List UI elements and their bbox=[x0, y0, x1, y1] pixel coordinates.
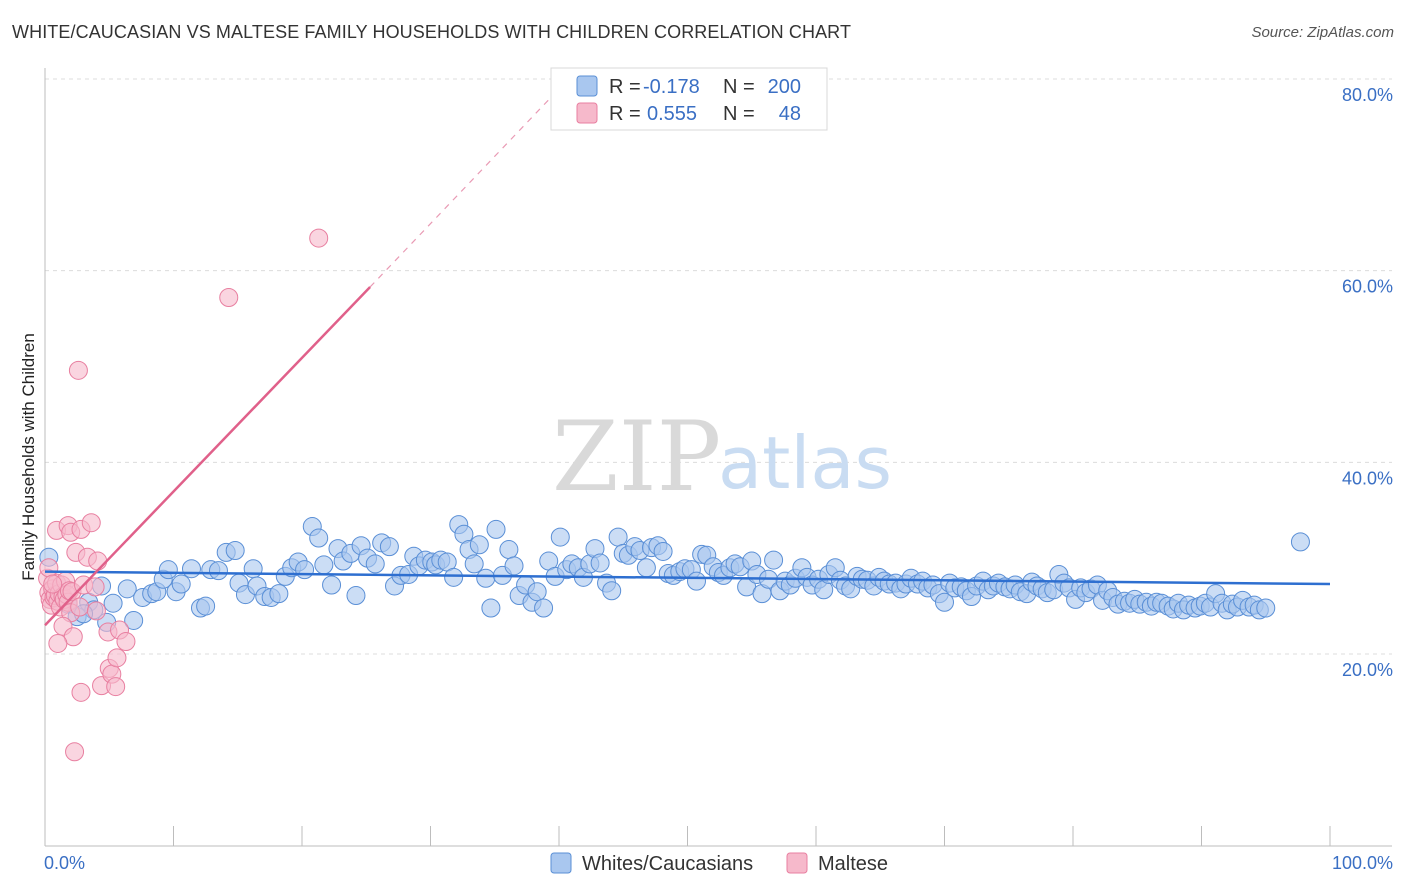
data-point-whites bbox=[379, 537, 399, 557]
data-point-maltese bbox=[116, 632, 136, 652]
data-point-whites bbox=[208, 561, 228, 581]
data-point-whites bbox=[103, 593, 123, 613]
bottom-legend-label-blue: Whites/Caucasians bbox=[582, 853, 753, 875]
correlation-legend: R = -0.178 N = 200 R = 0.555 N = 48 bbox=[550, 67, 828, 131]
data-point-whites bbox=[158, 560, 178, 580]
data-point-maltese bbox=[70, 597, 90, 617]
data-point-whites bbox=[269, 584, 289, 604]
data-point-whites bbox=[686, 571, 706, 591]
trend-line-maltese-extension bbox=[369, 87, 561, 288]
legend-n-value-blue: 200 bbox=[768, 76, 801, 98]
data-point-maltese bbox=[48, 633, 68, 653]
y-tick-label-20: 20.0% bbox=[1342, 660, 1393, 680]
data-point-whites bbox=[225, 541, 245, 560]
data-point-whites bbox=[499, 540, 519, 560]
y-axis-title: Family Households with Children bbox=[19, 333, 38, 581]
data-point-whites bbox=[550, 527, 570, 547]
data-point-whites bbox=[124, 610, 144, 630]
gridlines bbox=[45, 78, 1392, 655]
legend-swatch-blue bbox=[576, 75, 598, 97]
data-point-whites bbox=[764, 550, 784, 570]
data-point-maltese bbox=[309, 228, 329, 248]
data-point-whites bbox=[314, 555, 334, 575]
data-point-whites bbox=[444, 567, 464, 587]
series-legend: Whites/Caucasians Maltese bbox=[550, 852, 888, 875]
y-tick-label-40: 40.0% bbox=[1342, 468, 1393, 488]
data-point-whites bbox=[464, 554, 484, 574]
legend-r-value-pink: 0.555 bbox=[647, 103, 697, 125]
data-point-whites bbox=[1290, 532, 1310, 552]
data-point-maltese bbox=[219, 288, 239, 307]
data-point-whites bbox=[504, 556, 524, 576]
bottom-legend-swatch-pink bbox=[786, 852, 808, 874]
data-point-whites bbox=[636, 558, 656, 578]
data-point-maltese bbox=[68, 360, 88, 380]
data-point-whites bbox=[171, 574, 191, 594]
watermark-zip: ZIP bbox=[552, 401, 721, 513]
data-point-whites bbox=[590, 553, 610, 573]
legend-r-value-blue: -0.178 bbox=[643, 76, 700, 98]
legend-r-label-pink: R = bbox=[609, 103, 641, 125]
data-point-whites bbox=[653, 541, 673, 561]
y-tick-labels: 20.0% 40.0% 60.0% 80.0% bbox=[1342, 85, 1393, 680]
data-point-whites bbox=[117, 579, 137, 599]
data-point-whites bbox=[1256, 598, 1276, 618]
legend-n-label-blue: N = bbox=[723, 76, 755, 98]
bottom-legend-swatch-blue bbox=[550, 852, 572, 874]
legend-n-label-pink: N = bbox=[723, 103, 755, 125]
data-point-whites bbox=[602, 581, 622, 601]
data-point-whites bbox=[486, 519, 506, 539]
x-ticks bbox=[44, 826, 1331, 846]
data-point-whites bbox=[243, 559, 263, 579]
data-point-whites bbox=[608, 527, 628, 547]
data-point-maltese bbox=[43, 574, 63, 594]
data-point-maltese bbox=[85, 577, 105, 597]
source-label: Source: ZipAtlas.com bbox=[1251, 24, 1394, 41]
series-maltese-points bbox=[38, 228, 329, 762]
x-tick-label-max: 100.0% bbox=[1332, 853, 1393, 873]
data-point-maltese bbox=[106, 677, 126, 697]
legend-r-label-blue: R = bbox=[609, 76, 641, 98]
data-point-whites bbox=[309, 528, 329, 548]
data-point-whites bbox=[196, 596, 216, 616]
data-point-maltese bbox=[86, 601, 106, 621]
trend-line-whites bbox=[44, 570, 1331, 586]
data-point-whites bbox=[346, 586, 366, 606]
y-tick-label-60: 60.0% bbox=[1342, 277, 1393, 297]
data-point-whites bbox=[181, 559, 201, 579]
data-point-maltese bbox=[107, 648, 127, 668]
data-point-maltese bbox=[65, 742, 85, 762]
chart-title: WHITE/CAUCASIAN VS MALTESE FAMILY HOUSEH… bbox=[12, 22, 852, 42]
data-point-whites bbox=[935, 592, 954, 612]
data-point-maltese bbox=[71, 682, 91, 702]
legend-n-value-pink: 48 bbox=[779, 103, 801, 125]
data-point-whites bbox=[322, 575, 342, 595]
trend-line-maltese bbox=[44, 286, 372, 627]
data-point-whites bbox=[481, 598, 501, 618]
data-point-maltese bbox=[88, 551, 108, 571]
data-point-maltese bbox=[81, 513, 101, 533]
bottom-legend-label-pink: Maltese bbox=[818, 853, 888, 875]
data-point-whites bbox=[534, 598, 554, 618]
data-point-whites bbox=[295, 560, 315, 580]
y-tick-label-80: 80.0% bbox=[1342, 85, 1393, 105]
x-tick-label-min: 0.0% bbox=[44, 853, 85, 873]
watermark-atlas: atlas bbox=[718, 421, 892, 505]
data-point-whites bbox=[469, 535, 489, 555]
data-point-whites bbox=[527, 582, 547, 602]
data-point-whites bbox=[476, 568, 496, 588]
data-point-whites bbox=[365, 554, 385, 574]
data-point-maltese bbox=[39, 558, 59, 578]
legend-swatch-pink bbox=[576, 102, 598, 124]
